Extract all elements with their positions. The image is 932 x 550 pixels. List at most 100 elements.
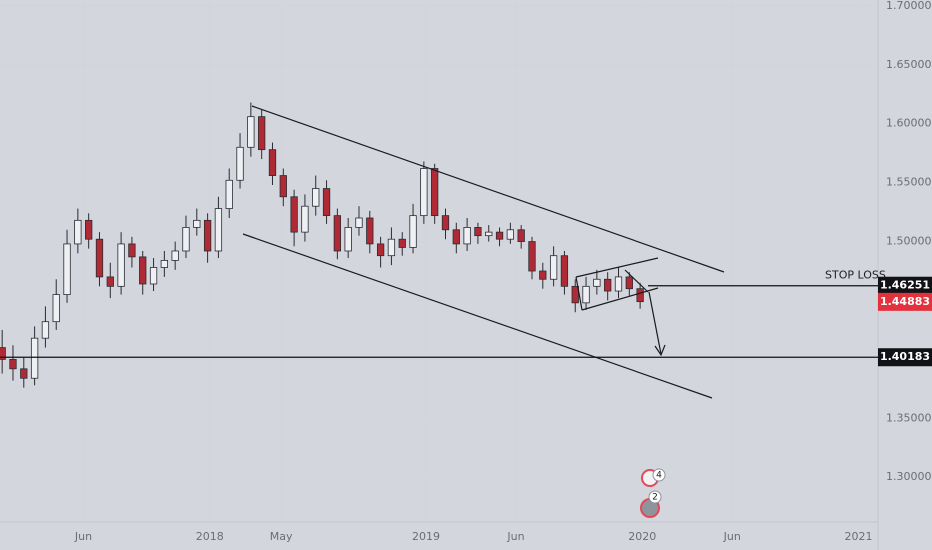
candle-body (9, 358, 17, 370)
candle-body (279, 175, 287, 198)
y-tick-label: 1.70000 (886, 0, 932, 12)
candle-body (182, 227, 190, 252)
x-tick-label: Jun (723, 530, 741, 543)
candle-body (528, 241, 536, 272)
pennant-edge (575, 276, 583, 311)
candle-body (171, 250, 179, 261)
y-tick-label: 1.55000 (886, 176, 932, 189)
y-tick-label: 1.60000 (886, 117, 932, 130)
price-tag (878, 348, 932, 367)
y-tick-label: 1.35000 (886, 411, 932, 424)
candle-body (106, 276, 114, 287)
candle-body (474, 227, 482, 237)
candle-body (420, 168, 428, 217)
price-tag-label: 1.40183 (880, 350, 930, 363)
candle-body (117, 243, 125, 287)
candle-body (604, 278, 612, 292)
candle-body (463, 227, 471, 245)
candle-body (160, 260, 168, 268)
x-tick-label: Jun (506, 530, 524, 543)
candle-body (549, 255, 558, 280)
arrow-leg (624, 269, 649, 293)
candle-body (485, 231, 493, 237)
candle-body (214, 208, 223, 252)
event-badge (652, 468, 666, 482)
candle-body (20, 368, 28, 379)
candle-body (614, 276, 623, 292)
candle-body (539, 270, 547, 280)
axes: 1.300001.350001.400001.450001.500001.550… (74, 0, 932, 543)
candle-body (441, 215, 450, 231)
candle-body (452, 229, 460, 245)
candle-body (247, 116, 255, 148)
candle-body (376, 243, 385, 257)
last-price-tag (878, 292, 932, 311)
price-lines: STOP LOSS (0, 269, 886, 358)
price-tag-label: 1.46251 (880, 279, 930, 292)
candle-body (582, 285, 590, 304)
x-tick-label: 2018 (196, 530, 224, 543)
candle-body (431, 168, 439, 217)
candle-body (193, 219, 201, 228)
arrow-shaft (648, 291, 662, 355)
price-tag (878, 276, 932, 295)
y-tick-label: 1.50000 (886, 235, 932, 248)
candle-body (149, 267, 158, 285)
candle-body (366, 217, 374, 245)
candle-body (593, 278, 601, 287)
candle-body (387, 238, 396, 257)
candle-body (52, 294, 60, 323)
candle-body (225, 179, 233, 209)
price-line-label: STOP LOSS (825, 269, 886, 282)
candle-body (268, 149, 277, 176)
candle-body (333, 215, 342, 252)
event-count: 4 (656, 471, 662, 481)
pennant-lower (581, 287, 659, 311)
y-tick-label: 1.30000 (886, 470, 932, 483)
y-tick-label: 1.65000 (886, 58, 932, 71)
candle-body (312, 188, 320, 207)
x-tick-label: 2020 (628, 530, 656, 543)
candle-body (506, 229, 515, 240)
candle-body (398, 238, 406, 248)
candles (0, 102, 644, 388)
last-price-label: 1.44883 (880, 295, 930, 308)
candle-body (203, 219, 212, 252)
arrow-head (654, 344, 666, 357)
x-tick-label: 2019 (412, 530, 440, 543)
candle-body (344, 227, 352, 252)
candle-body (625, 276, 633, 290)
candle-body (636, 288, 644, 303)
event-badge (648, 490, 662, 504)
candle-body (85, 219, 93, 240)
candle-body (517, 229, 525, 242)
x-tick-label: 2021 (845, 530, 873, 543)
candle-body (30, 337, 39, 379)
pennant-upper (575, 257, 659, 278)
candle-body (74, 219, 82, 245)
candle-body (409, 215, 417, 248)
candle-body (63, 243, 71, 295)
candle-body (95, 238, 104, 278)
x-tick-label: May (270, 530, 293, 543)
candle-body (139, 256, 147, 285)
grid (0, 0, 878, 522)
candle-body (322, 188, 331, 217)
drawings (242, 105, 725, 399)
candle-body (495, 231, 504, 240)
candle-body (128, 243, 136, 258)
candle-body (560, 255, 569, 287)
channel-upper (251, 105, 725, 273)
candle-body (301, 205, 309, 233)
candle-body (258, 116, 266, 151)
event-count: 2 (652, 493, 658, 503)
candle-body (236, 146, 244, 181)
events: 4 2 (640, 468, 666, 518)
x-tick-label: Jun (74, 530, 92, 543)
candle-body (355, 217, 363, 228)
channel-lower (242, 233, 713, 399)
candle-body (290, 196, 298, 233)
candle-body (0, 347, 6, 360)
